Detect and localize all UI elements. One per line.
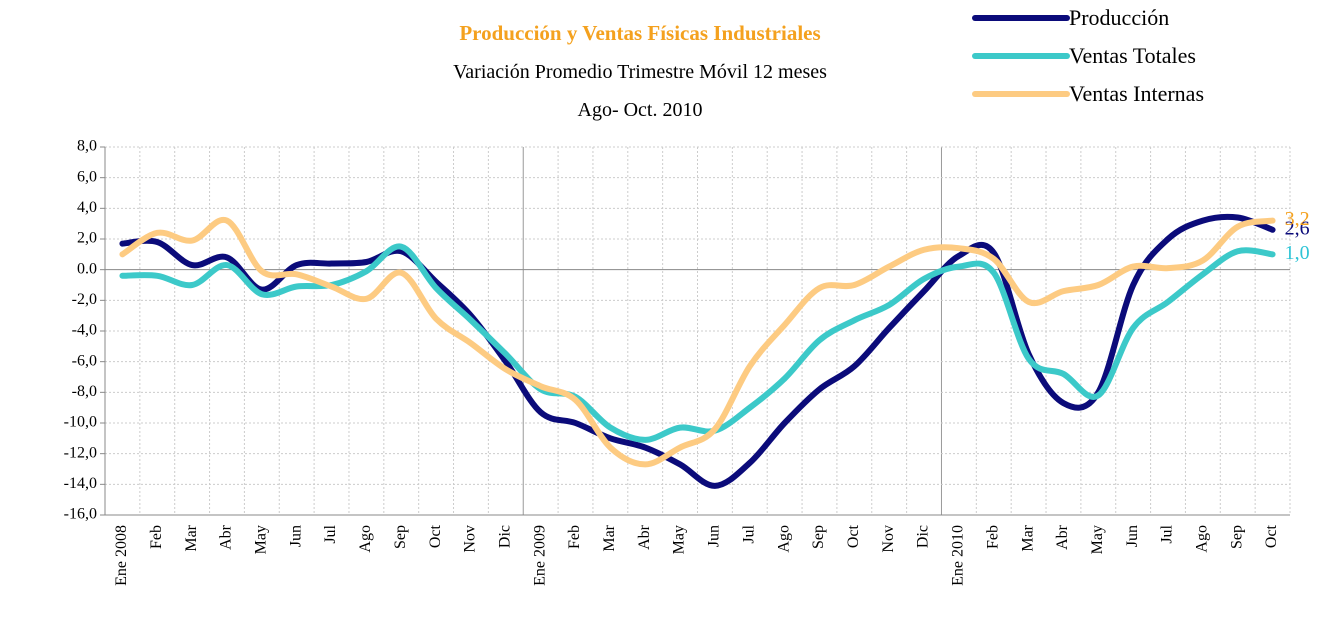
series-line (119, 216, 1276, 468)
x-tick-label: Oct (845, 524, 862, 548)
chart-subtitle: Variación Promedio Trimestre Móvil 12 me… (453, 61, 827, 83)
x-tick-label: May (671, 525, 688, 554)
y-tick-label: 0.0 (77, 260, 97, 277)
x-tick-label: Feb (984, 525, 1001, 549)
chart-title: Producción y Ventas Físicas Industriales (459, 21, 820, 45)
y-tick-label: 6,0 (77, 168, 97, 185)
y-tick-label: -8,0 (72, 383, 97, 400)
x-tick-label: Sep (392, 525, 409, 549)
value-label: 2,6 (1285, 217, 1310, 239)
x-tick-label: Jul (1159, 524, 1176, 543)
x-tick-label: Mar (601, 524, 618, 551)
x-tick-label: Sep (1228, 525, 1245, 549)
x-tick-label: Nov (462, 525, 479, 553)
legend-label: Producción (1069, 5, 1169, 30)
x-tick-label: Feb (148, 525, 165, 549)
x-tick-label: Ago (775, 525, 792, 553)
y-tick-label: 8,0 (77, 138, 97, 155)
y-tick-label: -2,0 (72, 291, 97, 308)
x-tick-label: Ene 2008 (113, 525, 130, 586)
y-tick-label: -6,0 (72, 352, 97, 369)
x-tick-label: Jun (706, 525, 723, 547)
x-tick-label: Feb (566, 525, 583, 549)
x-tick-label: Dic (496, 525, 513, 548)
x-tick-label: May (1089, 525, 1106, 554)
x-tick-label: Ago (1194, 525, 1211, 553)
x-tick-label: Sep (810, 525, 827, 549)
chart-period: Ago- Oct. 2010 (578, 99, 703, 121)
y-tick-label: -16,0 (64, 506, 97, 523)
x-tick-label: Mar (1019, 524, 1036, 551)
legend-label: Ventas Totales (1069, 43, 1196, 68)
y-tick-label: 2,0 (77, 230, 97, 247)
x-tick-label: Jun (287, 525, 304, 547)
x-tick-label: May (253, 525, 270, 554)
x-tick-label: Ene 2009 (531, 525, 548, 586)
x-tick-label: Ago (357, 525, 374, 553)
y-tick-label: 4,0 (77, 199, 97, 216)
y-tick-label: -14,0 (64, 475, 97, 492)
x-tick-label: Dic (915, 525, 932, 548)
x-tick-label: Abr (218, 524, 235, 550)
series-line (119, 213, 1276, 489)
x-tick-label: Oct (1263, 524, 1280, 548)
x-tick-label: Jul (740, 524, 757, 543)
x-tick-label: Abr (636, 524, 653, 550)
series-line (119, 243, 1276, 443)
x-tick-label: Jul (322, 524, 339, 543)
x-tick-label: Abr (1054, 524, 1071, 550)
x-tick-label: Mar (183, 524, 200, 551)
y-tick-label: -4,0 (72, 322, 97, 339)
y-tick-label: -10,0 (64, 414, 97, 431)
x-tick-label: Nov (880, 525, 897, 553)
value-label: 3,2 (1285, 208, 1310, 230)
x-tick-label: Oct (427, 524, 444, 548)
x-tick-label: Ene 2010 (950, 525, 967, 586)
x-tick-label: Jun (1124, 525, 1141, 547)
y-tick-label: -12,0 (64, 444, 97, 461)
legend-label: Ventas Internas (1069, 81, 1204, 106)
value-label: 1,0 (1285, 242, 1310, 264)
